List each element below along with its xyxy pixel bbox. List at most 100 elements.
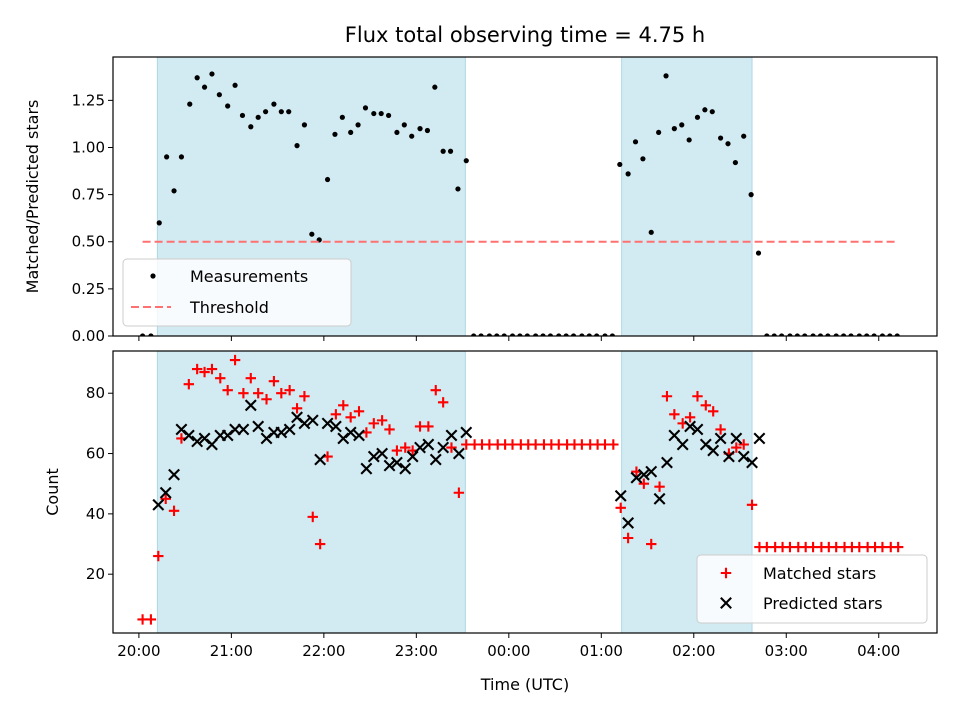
data-point xyxy=(732,159,738,166)
data-point xyxy=(400,442,411,453)
data-point xyxy=(367,450,380,463)
data-point xyxy=(715,424,726,435)
data-point xyxy=(362,105,369,111)
data-point xyxy=(424,127,431,134)
data-point xyxy=(314,453,327,466)
legend-marker xyxy=(720,567,732,579)
data-point xyxy=(278,109,284,115)
data-point xyxy=(237,423,250,436)
data-point xyxy=(533,333,539,336)
x-tick-label: 02:00 xyxy=(672,642,715,660)
data-point xyxy=(640,156,646,162)
data-point xyxy=(486,333,492,336)
data-point xyxy=(608,439,619,450)
data-point xyxy=(753,432,766,445)
data-point xyxy=(430,385,441,396)
y-tick-label: 1.00 xyxy=(72,138,105,156)
data-point xyxy=(291,403,303,414)
data-point xyxy=(206,363,218,375)
data-point xyxy=(229,354,241,366)
data-point xyxy=(856,333,862,336)
data-point xyxy=(394,129,400,136)
data-point xyxy=(244,399,257,412)
data-point xyxy=(632,139,639,145)
data-point xyxy=(764,333,770,336)
x-tick-label: 01:00 xyxy=(580,642,623,660)
y-tick-label: 20 xyxy=(86,565,105,583)
data-point xyxy=(794,333,800,336)
data-point xyxy=(306,414,319,427)
data-point xyxy=(563,333,569,336)
data-point xyxy=(661,391,673,402)
data-point xyxy=(406,450,419,463)
data-point xyxy=(654,481,665,492)
data-point xyxy=(385,112,392,119)
axes-frame xyxy=(112,56,938,337)
data-point xyxy=(746,456,758,469)
data-point xyxy=(730,432,743,445)
data-point xyxy=(239,112,246,119)
data-point xyxy=(579,333,585,336)
data-point xyxy=(676,438,689,451)
data-point xyxy=(694,114,701,120)
data-point xyxy=(148,333,154,336)
data-point xyxy=(368,418,379,429)
y-tick-label: 0.00 xyxy=(72,327,105,345)
data-point xyxy=(194,75,200,81)
y-tick-label: 0.75 xyxy=(72,186,105,204)
data-point xyxy=(153,550,164,562)
data-point xyxy=(707,444,720,457)
data-point xyxy=(625,171,631,177)
data-point xyxy=(409,133,415,139)
data-point xyxy=(376,415,388,426)
data-point xyxy=(609,333,615,336)
data-point xyxy=(453,487,465,498)
data-point xyxy=(255,114,261,120)
data-point xyxy=(741,133,747,139)
data-point xyxy=(298,417,311,430)
legend-marker xyxy=(150,273,156,279)
data-point xyxy=(714,432,727,445)
data-point xyxy=(286,109,292,115)
data-point xyxy=(738,439,749,450)
legend-box xyxy=(122,258,352,327)
y-tick-label: 80 xyxy=(86,384,105,402)
data-point xyxy=(517,333,523,336)
data-point xyxy=(271,101,277,107)
data-point xyxy=(307,511,318,523)
data-point xyxy=(276,388,287,399)
data-point xyxy=(887,333,893,336)
data-point xyxy=(671,126,677,132)
data-point xyxy=(471,333,477,336)
data-point xyxy=(222,385,233,396)
data-point xyxy=(661,456,673,469)
ratio-panel: 0.00 0.25 0.50 0.75 1.00 1.25 Matched/Predicte… xyxy=(23,23,938,345)
data-point xyxy=(160,493,171,504)
data-point xyxy=(332,131,338,137)
data-point xyxy=(725,141,731,147)
x-tick-label: 22:00 xyxy=(302,642,345,660)
data-point xyxy=(692,391,703,402)
data-point xyxy=(622,516,635,529)
data-point xyxy=(209,71,215,77)
data-point xyxy=(509,333,516,336)
data-point xyxy=(283,423,296,436)
data-point xyxy=(638,478,650,489)
data-point xyxy=(440,148,446,154)
y-tick-label: 0.25 xyxy=(72,280,105,298)
data-point xyxy=(540,333,546,336)
data-point xyxy=(709,109,715,115)
data-point xyxy=(252,420,265,433)
data-point xyxy=(314,538,326,550)
data-point xyxy=(717,135,724,141)
data-point xyxy=(284,385,295,396)
data-point xyxy=(702,107,708,113)
data-point xyxy=(646,538,657,550)
y-tick-label: 0.50 xyxy=(72,233,105,251)
x-tick-label: 03:00 xyxy=(765,642,808,660)
data-point xyxy=(156,220,162,226)
data-point xyxy=(390,456,403,469)
data-point xyxy=(478,333,484,336)
data-point xyxy=(145,614,157,625)
